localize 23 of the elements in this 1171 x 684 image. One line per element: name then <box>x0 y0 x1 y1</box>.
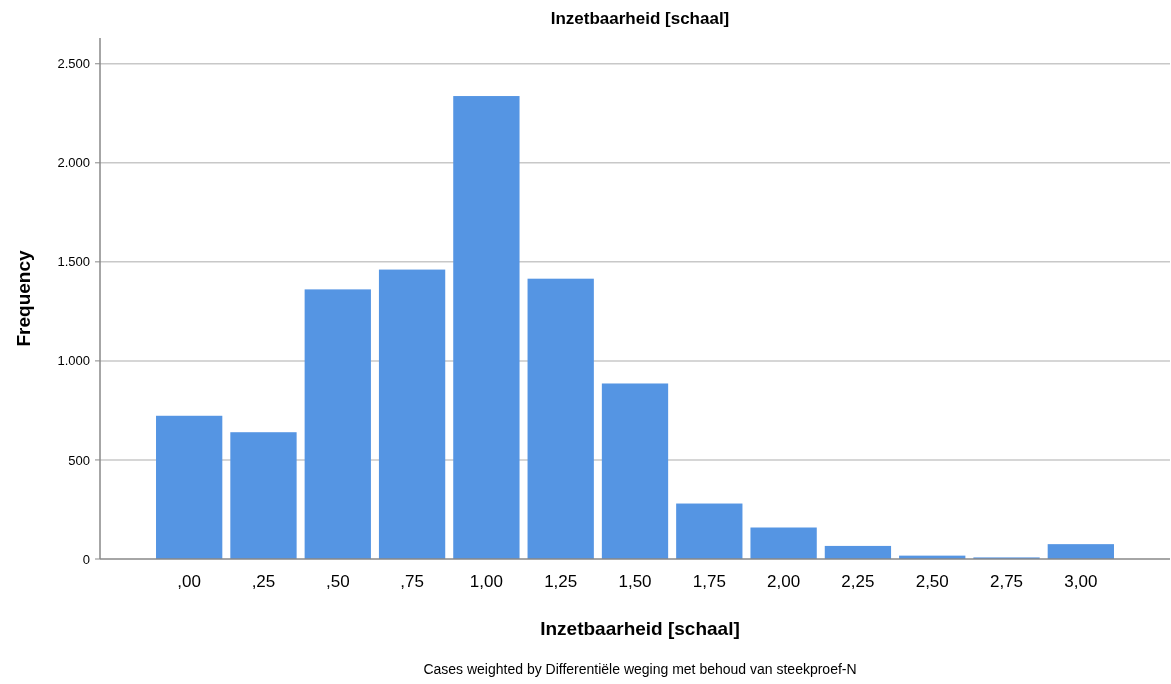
x-axis-title: Inzetbaarheid [schaal] <box>540 618 740 639</box>
y-tick-label: 1.500 <box>57 254 90 270</box>
y-tick-label: 2.500 <box>57 56 90 72</box>
x-tick-label: ,50 <box>325 572 350 591</box>
x-tick-label: ,00 <box>177 572 201 591</box>
x-tick-label: 2,25 <box>841 572 875 591</box>
y-tick-label: 2.000 <box>57 155 90 171</box>
x-tick-label: 3,00 <box>1064 572 1098 591</box>
x-tick-label: 2,50 <box>915 572 949 591</box>
x-tick-label: ,25 <box>251 572 276 591</box>
y-tick-label: 0 <box>82 551 90 567</box>
x-tick-label: 1,25 <box>544 572 578 591</box>
x-tick-label: ,75 <box>400 572 424 591</box>
x-tick-label: 2,75 <box>989 572 1024 591</box>
y-tick-label: 500 <box>68 452 90 468</box>
chart-title: Inzetbaarheid [schaal] <box>550 9 730 28</box>
x-tick-label: 2,00 <box>767 572 801 591</box>
y-tick-label: 1.000 <box>57 353 90 369</box>
y-axis-title: Frequency <box>13 250 34 347</box>
text: Cases weighted by Differentiële weging met behoud van steekproef-N <box>423 661 857 677</box>
x-tick-label: 1,75 <box>692 572 726 591</box>
x-tick-label: 1,00 <box>469 572 503 591</box>
x-tick-label: 1,50 <box>618 572 652 591</box>
